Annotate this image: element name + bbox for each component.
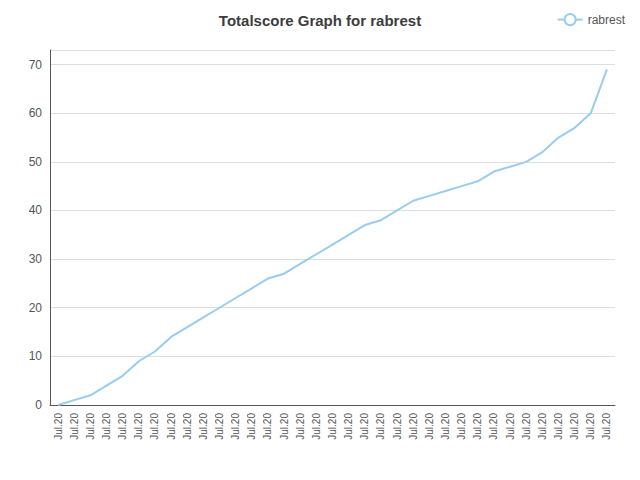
svg-text:Jul.20: Jul.20 bbox=[101, 413, 112, 440]
svg-text:Jul.20: Jul.20 bbox=[392, 413, 403, 440]
svg-text:Jul.20: Jul.20 bbox=[311, 413, 322, 440]
svg-text:Jul.20: Jul.20 bbox=[375, 413, 386, 440]
svg-text:Jul.20: Jul.20 bbox=[230, 413, 241, 440]
svg-text:0: 0 bbox=[35, 398, 42, 412]
svg-text:Jul.20: Jul.20 bbox=[456, 413, 467, 440]
svg-text:50: 50 bbox=[29, 155, 43, 169]
svg-text:Jul.20: Jul.20 bbox=[117, 413, 128, 440]
svg-text:Jul.20: Jul.20 bbox=[343, 413, 354, 440]
svg-text:Jul.20: Jul.20 bbox=[553, 413, 564, 440]
svg-text:Jul.20: Jul.20 bbox=[53, 413, 64, 440]
svg-text:Jul.20: Jul.20 bbox=[488, 413, 499, 440]
svg-text:Jul.20: Jul.20 bbox=[262, 413, 273, 440]
svg-text:Jul.20: Jul.20 bbox=[133, 413, 144, 440]
svg-text:Jul.20: Jul.20 bbox=[327, 413, 338, 440]
svg-text:30: 30 bbox=[29, 252, 43, 266]
svg-text:10: 10 bbox=[29, 349, 43, 363]
svg-text:Jul.20: Jul.20 bbox=[198, 413, 209, 440]
svg-text:Totalscore Graph for rabrest: Totalscore Graph for rabrest bbox=[219, 12, 421, 29]
svg-text:40: 40 bbox=[29, 203, 43, 217]
svg-text:Jul.20: Jul.20 bbox=[182, 413, 193, 440]
svg-text:Jul.20: Jul.20 bbox=[214, 413, 225, 440]
svg-text:Jul.20: Jul.20 bbox=[521, 413, 532, 440]
svg-text:Jul.20: Jul.20 bbox=[408, 413, 419, 440]
svg-text:Jul.20: Jul.20 bbox=[69, 413, 80, 440]
svg-text:Jul.20: Jul.20 bbox=[569, 413, 580, 440]
svg-text:Jul.20: Jul.20 bbox=[505, 413, 516, 440]
svg-text:Jul.20: Jul.20 bbox=[424, 413, 435, 440]
svg-text:Jul.20: Jul.20 bbox=[472, 413, 483, 440]
svg-text:Jul.20: Jul.20 bbox=[279, 413, 290, 440]
svg-text:Jul.20: Jul.20 bbox=[537, 413, 548, 440]
svg-text:Jul.20: Jul.20 bbox=[85, 413, 96, 440]
svg-text:Jul.20: Jul.20 bbox=[440, 413, 451, 440]
svg-text:Jul.20: Jul.20 bbox=[585, 413, 596, 440]
svg-text:rabrest: rabrest bbox=[588, 13, 626, 27]
svg-text:Jul.20: Jul.20 bbox=[246, 413, 257, 440]
svg-text:Jul.20: Jul.20 bbox=[149, 413, 160, 440]
svg-text:Jul.20: Jul.20 bbox=[295, 413, 306, 440]
svg-text:70: 70 bbox=[29, 58, 43, 72]
svg-text:20: 20 bbox=[29, 301, 43, 315]
svg-text:60: 60 bbox=[29, 106, 43, 120]
svg-text:Jul.20: Jul.20 bbox=[166, 413, 177, 440]
svg-text:Jul.20: Jul.20 bbox=[359, 413, 370, 440]
svg-text:Jul.20: Jul.20 bbox=[601, 413, 612, 440]
